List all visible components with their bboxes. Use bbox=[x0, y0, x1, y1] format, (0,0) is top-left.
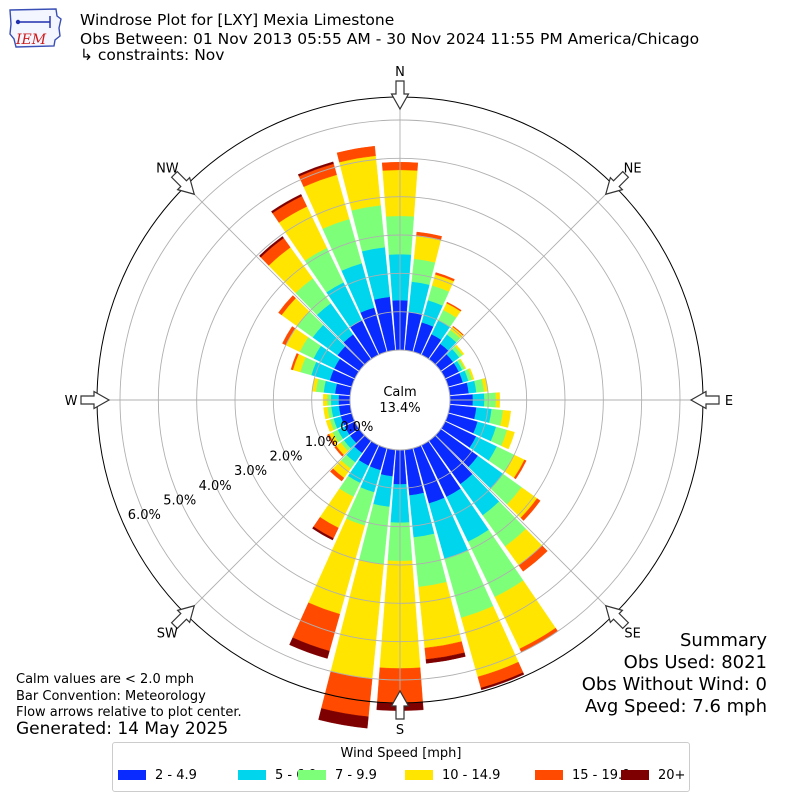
cardinal-label: NE bbox=[624, 161, 642, 176]
summary-obs-used: Obs Used: 8021 bbox=[623, 652, 767, 673]
wind-bar-segment bbox=[452, 325, 464, 336]
wind-bar-segment bbox=[318, 708, 369, 729]
legend-swatch bbox=[405, 770, 433, 780]
flow-arrow-icon bbox=[170, 604, 196, 630]
legend-swatch bbox=[298, 770, 326, 780]
bar-convention-note: Bar Convention: Meteorology bbox=[16, 689, 206, 704]
wind-bar-segment bbox=[278, 295, 296, 316]
summary-obs-without-wind: Obs Without Wind: 0 bbox=[581, 674, 767, 695]
windrose-plot: N NE E SE S SW W NW 0.0%1.0%2.0%3.0%4.0%5.0%6.0%… bbox=[65, 65, 734, 738]
wind-bar-segment bbox=[500, 410, 512, 428]
legend-swatch bbox=[535, 770, 563, 780]
windrose-bars bbox=[259, 145, 559, 729]
grid-spoke bbox=[185, 185, 365, 365]
wind-bar-segment bbox=[327, 433, 336, 446]
cardinal-label: SW bbox=[157, 627, 178, 642]
radial-tick-label: 1.0% bbox=[305, 435, 338, 450]
cardinal-label: N bbox=[395, 65, 405, 80]
generated-date: Generated: 14 May 2025 bbox=[16, 719, 229, 739]
grid-spoke bbox=[185, 435, 365, 615]
radial-tick-label: 5.0% bbox=[163, 493, 196, 508]
wind-bar-segment bbox=[329, 468, 345, 482]
wind-bar-segment bbox=[259, 236, 284, 258]
flow-arrow-icon bbox=[80, 390, 111, 410]
wind-bar-segment bbox=[459, 358, 467, 370]
wind-bar-segment bbox=[425, 652, 466, 664]
wind-bar-segment bbox=[513, 459, 527, 480]
wind-bar-segment bbox=[297, 161, 334, 177]
wind-bar-segment bbox=[454, 344, 465, 356]
legend: Wind Speed [mph] 2 - 4.9 5 - 6.9 7 - 9.9 10… bbox=[112, 742, 690, 792]
direction-arrows bbox=[80, 80, 720, 720]
legend-swatch bbox=[118, 770, 146, 780]
cardinal-label: NW bbox=[156, 161, 179, 176]
flow-arrow-icon bbox=[604, 170, 630, 196]
wind-bar-segment bbox=[435, 272, 455, 282]
wind-bar-segment bbox=[338, 404, 352, 416]
radial-tick-label: 2.0% bbox=[269, 449, 302, 464]
grid-spoke bbox=[435, 185, 615, 365]
flow-arrow-icon bbox=[390, 689, 410, 720]
flow-arrows-note: Flow arrows relative to plot center. bbox=[16, 705, 242, 720]
chart-title: Windrose Plot for [LXY] Mexia Limestone bbox=[80, 11, 395, 29]
summary-heading: Summary bbox=[680, 630, 767, 651]
axis-labels: N NE E SE S SW W NW 0.0%1.0%2.0%3.0%4.0%5.0%6.0%… bbox=[65, 65, 734, 738]
cardinal-label: SE bbox=[624, 627, 640, 642]
wind-bar-segment bbox=[351, 205, 385, 252]
calm-definition-note: Calm values are < 2.0 mph bbox=[16, 672, 195, 687]
wind-bar-segment bbox=[501, 429, 515, 450]
wind-bar-segment bbox=[323, 380, 337, 394]
calm-label: Calm bbox=[383, 385, 416, 400]
wind-bar-segment bbox=[323, 407, 330, 420]
legend-label: 15 - 19.9 bbox=[572, 768, 631, 783]
wind-bar-segment bbox=[271, 194, 303, 214]
flow-arrow-icon bbox=[170, 170, 196, 196]
flow-arrow-icon bbox=[604, 604, 630, 630]
legend-title: Wind Speed [mph] bbox=[340, 746, 462, 761]
iem-logo-graphic: IEM bbox=[9, 8, 62, 48]
flow-arrow-icon bbox=[689, 390, 720, 410]
wind-bar-segment bbox=[411, 258, 436, 285]
wind-bar-segment bbox=[413, 235, 441, 263]
summary-avg-speed: Avg Speed: 7.6 mph bbox=[585, 696, 767, 717]
wind-bar-segment bbox=[468, 368, 475, 380]
flow-arrow-icon bbox=[390, 80, 410, 111]
wind-bar-segment bbox=[290, 353, 299, 371]
observation-range: Obs Between: 01 Nov 2013 05:55 AM - 30 N… bbox=[80, 30, 700, 48]
radial-tick-label: 6.0% bbox=[128, 508, 161, 523]
legend-label: 2 - 4.9 bbox=[155, 768, 197, 783]
wind-bar-segment bbox=[480, 672, 525, 691]
legend-swatch bbox=[621, 770, 649, 780]
radial-tick-label: 3.0% bbox=[234, 464, 267, 479]
legend-label: 20+ bbox=[658, 768, 686, 783]
calm-value: 13.4% bbox=[379, 401, 420, 416]
wind-bar-segment bbox=[334, 445, 344, 457]
wind-bar-segment bbox=[520, 498, 541, 521]
legend-label: 10 - 14.9 bbox=[442, 768, 501, 783]
grid-spoke bbox=[435, 435, 615, 615]
constraints-label: ↳ constraints: Nov bbox=[80, 46, 225, 64]
wind-bar-segment bbox=[312, 526, 334, 541]
wind-bar-segment bbox=[339, 155, 381, 211]
wind-bar-segment bbox=[474, 407, 492, 424]
wind-bar-segment bbox=[446, 301, 462, 312]
cardinal-label: S bbox=[396, 723, 404, 738]
radial-tick-label: 0.0% bbox=[340, 420, 373, 435]
wind-bar-segment bbox=[325, 419, 334, 432]
wind-bar-segment bbox=[289, 637, 330, 659]
legend-label: 7 - 9.9 bbox=[335, 768, 377, 783]
calm-center bbox=[351, 351, 449, 449]
cardinal-label: W bbox=[65, 394, 78, 409]
logo-text: IEM bbox=[15, 32, 47, 48]
legend-swatch bbox=[238, 770, 266, 780]
cardinal-label: E bbox=[725, 394, 733, 409]
iem-logo: IEM bbox=[4, 6, 66, 50]
radial-tick-label: 4.0% bbox=[199, 479, 232, 494]
wind-bar-segment bbox=[336, 145, 376, 163]
